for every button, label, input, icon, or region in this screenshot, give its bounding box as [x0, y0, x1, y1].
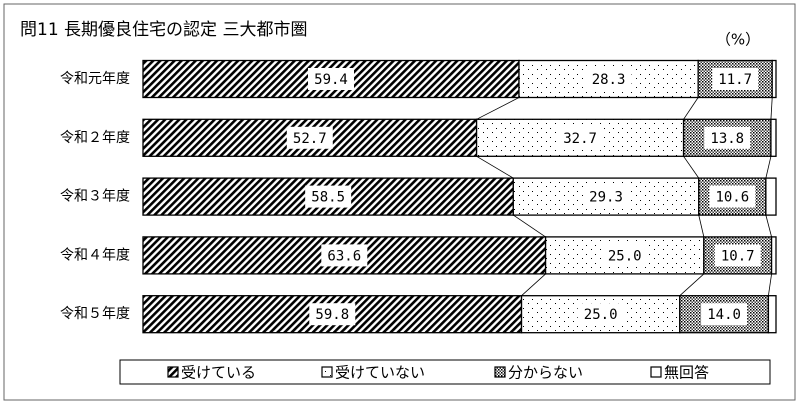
legend-marker: [321, 366, 333, 378]
legend-marker: [494, 366, 506, 378]
value-label-bg: [583, 185, 630, 208]
connector-line: [770, 97, 773, 120]
value-label-bg: [286, 126, 333, 149]
value-label: 52.7: [293, 131, 327, 147]
connector-line: [521, 273, 546, 296]
value-label: 32.7: [563, 131, 597, 147]
value-label: 58.5: [311, 190, 345, 206]
value-label: 59.8: [315, 307, 349, 323]
value-label-bg: [601, 244, 648, 267]
value-label: 10.6: [715, 190, 749, 206]
connector-line: [683, 97, 699, 120]
value-label-bg: [557, 126, 604, 149]
value-label-bg: [714, 244, 761, 267]
connector-line: [476, 155, 514, 179]
connector-line: [513, 214, 546, 238]
connector-line: [765, 156, 772, 179]
bar-segment: [771, 59, 777, 99]
category-label: 令和３年度: [60, 189, 130, 205]
value-label-bg: [309, 303, 356, 326]
category-label: 令和５年度: [60, 306, 130, 322]
frame: [3, 3, 796, 401]
value-label-bg: [704, 126, 751, 149]
legend-label: 無回答: [664, 364, 709, 382]
value-label-bg: [577, 303, 624, 326]
legend-marker: [167, 366, 179, 378]
value-label: 14.0: [707, 307, 741, 323]
category-label: 令和元年度: [60, 71, 130, 87]
bar-segment: [765, 177, 777, 216]
connector-line: [698, 215, 705, 237]
value-label-bg: [305, 185, 352, 208]
bar-segment: [767, 295, 777, 334]
connector-line: [476, 97, 520, 120]
legend-box: [119, 359, 771, 385]
connector-line: [768, 273, 772, 296]
bar-segment: [770, 236, 777, 275]
value-label-bg: [712, 68, 759, 90]
connector-line: [765, 214, 772, 238]
value-label: 11.7: [718, 72, 752, 88]
chart-title: 問11 長期優良住宅の認定 三大都市圏: [20, 20, 307, 40]
unit-label: （%）: [716, 31, 760, 49]
value-label: 25.0: [608, 248, 642, 264]
value-label-bg: [321, 244, 368, 267]
value-label: 10.7: [721, 248, 755, 264]
value-label-bg: [709, 185, 756, 208]
value-label: 13.8: [710, 131, 744, 147]
connector-line: [679, 273, 705, 296]
bar-segment: [142, 59, 520, 99]
value-label-bg: [585, 68, 632, 90]
bar-segment: [770, 118, 777, 157]
legend-label: 受けている: [181, 364, 256, 382]
value-label-bg: [308, 68, 355, 90]
legend-label: 受けていない: [335, 364, 425, 382]
value-label: 59.4: [314, 72, 348, 88]
connector-line: [683, 156, 700, 179]
legend-label: 分からない: [508, 364, 583, 382]
category-label: 令和２年度: [60, 130, 130, 146]
value-label: 25.0: [584, 307, 618, 323]
value-label-bg: [701, 303, 748, 326]
value-label: 63.6: [327, 248, 361, 264]
legend-marker: [650, 366, 662, 378]
category-label: 令和４年度: [60, 247, 130, 263]
value-label: 28.3: [592, 72, 626, 88]
value-label: 29.3: [589, 190, 623, 206]
